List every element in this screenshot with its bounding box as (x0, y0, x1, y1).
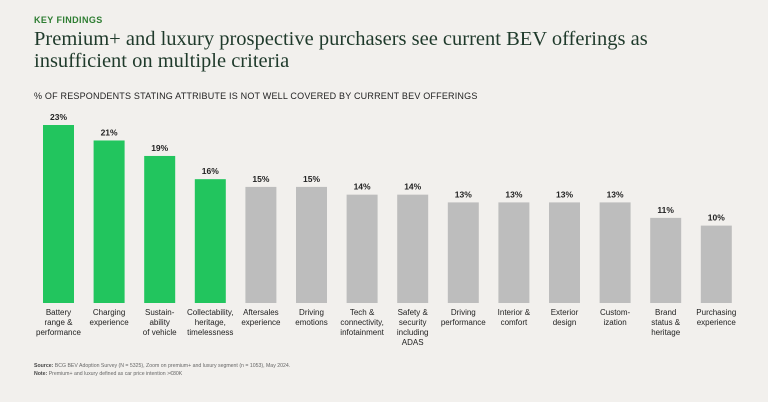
title-line-1: Premium+ and luxury prospective purchase… (34, 28, 648, 50)
category-label: Custom-ization (600, 308, 631, 327)
page-title: Premium+ and luxury prospective purchase… (34, 28, 734, 72)
category-label: Driving performance (441, 308, 486, 327)
data-label: 16% (202, 166, 219, 176)
category-label-line: Charging (93, 308, 125, 317)
category-label-line: Custom- (600, 308, 631, 317)
category-label-line: Driving (299, 308, 324, 317)
category-label: Battery range & performance (36, 308, 81, 337)
category-label-line: performance (36, 328, 81, 337)
data-label: 14% (354, 182, 371, 192)
bar (93, 140, 125, 303)
data-label: 15% (303, 174, 320, 184)
category-label: Driving emotions (295, 308, 327, 327)
category-label: Interior & comfort (498, 308, 531, 327)
category-label-line: Driving (451, 308, 476, 317)
data-label: 19% (151, 143, 168, 153)
category-label-line: Tech & (350, 308, 375, 317)
data-label: 11% (657, 205, 674, 215)
category-label-line: comfort (501, 318, 528, 327)
bar (447, 202, 479, 303)
category-label: Brand status & heritage (651, 308, 681, 337)
bar (650, 217, 682, 303)
bar (144, 155, 176, 303)
category-label-line: performance (441, 318, 486, 327)
footer: Source: BCG BEV Adoption Survey (N = 532… (34, 362, 290, 378)
category-label-line: Sustain- (145, 308, 175, 317)
category-label-line: connectivity, (340, 318, 383, 327)
category-label-line: emotions (295, 318, 327, 327)
category-label-line: ization (604, 318, 627, 327)
category-label: Aftersales experience (241, 308, 281, 327)
title-line-2: insufficient on multiple criteria (34, 50, 290, 72)
category-label-line: infotainment (340, 328, 384, 337)
category-label: Safety & security including ADAS (397, 308, 429, 347)
category-label: Sustain-ability of vehicle (143, 308, 177, 337)
category-label: Purchasing experience (696, 308, 736, 327)
category-label: Collectability, heritage, timelessness (187, 308, 234, 337)
bar (194, 179, 226, 303)
data-label: 23% (50, 112, 67, 122)
category-label-line: heritage, (195, 318, 226, 327)
category-label-line: experience (90, 318, 130, 327)
note-label: Note: (34, 371, 48, 377)
category-label-line: Exterior (551, 308, 579, 317)
category-label-line: Purchasing (696, 308, 736, 317)
chart-subtitle: % OF RESPONDENTS STATING ATTRIBUTE IS NO… (34, 91, 478, 101)
category-label-line: design (553, 318, 577, 327)
category-label-line: ability (149, 318, 169, 327)
bar (43, 125, 74, 303)
category-label-line: of vehicle (143, 328, 177, 337)
source-text: BCG BEV Adoption Survey (N = 5325), Zoom… (54, 363, 291, 369)
category-label-line: range & (44, 318, 73, 327)
category-label-line: ADAS (402, 338, 424, 347)
category-label-line: Safety & (398, 308, 429, 317)
bar (296, 186, 327, 303)
category-label-line: including (397, 328, 429, 337)
bar (700, 225, 732, 303)
data-label: 14% (404, 182, 421, 192)
data-label: 13% (607, 189, 624, 199)
bar (599, 202, 631, 303)
category-label-line: heritage (651, 328, 680, 337)
category-label-line: experience (241, 318, 281, 327)
bar (549, 202, 580, 303)
bar (245, 186, 277, 303)
note-text: Premium+ and luxury defined as car price… (48, 371, 183, 377)
category-label: Charging experience (90, 308, 130, 327)
data-label: 10% (708, 213, 725, 223)
bar (498, 202, 530, 303)
note: Note: Premium+ and luxury defined as car… (34, 370, 290, 378)
category-label-line: Collectability, (187, 308, 234, 317)
bar (346, 194, 378, 303)
category-label-line: status & (651, 318, 681, 327)
category-label-line: experience (697, 318, 737, 327)
category-label-line: Aftersales (243, 308, 279, 317)
category-label-line: security (399, 318, 427, 327)
category-label-line: Battery (46, 308, 71, 317)
data-label: 13% (455, 189, 472, 199)
category-label-line: Brand (655, 308, 676, 317)
bar (397, 194, 429, 303)
data-label: 21% (101, 127, 118, 137)
category-label-line: timelessness (187, 328, 233, 337)
data-label: 15% (252, 174, 269, 184)
source-note: Source: BCG BEV Adoption Survey (N = 532… (34, 362, 290, 370)
kicker: KEY FINDINGS (34, 15, 103, 25)
data-label: 13% (505, 189, 522, 199)
category-label-line: Interior & (498, 308, 531, 317)
category-label: Exterior design (551, 308, 579, 327)
data-label: 13% (556, 189, 573, 199)
category-label: Tech & connectivity, infotainment (340, 308, 384, 337)
source-label: Source: (34, 363, 54, 369)
